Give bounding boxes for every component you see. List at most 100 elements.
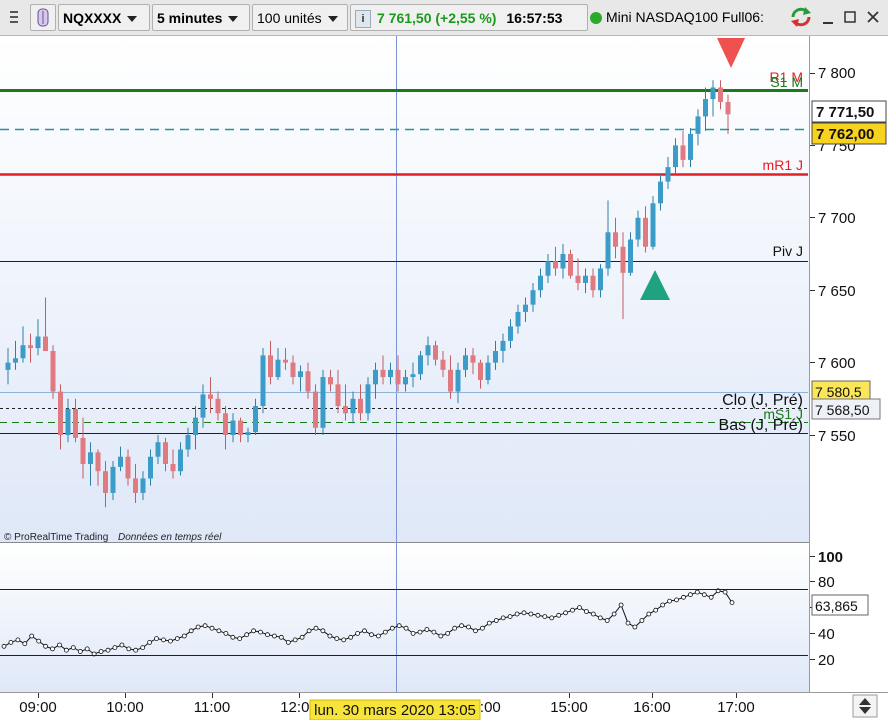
candle-body	[283, 359, 288, 363]
candle-body	[515, 311, 521, 327]
current-price-box	[811, 122, 887, 145]
candle-body	[613, 232, 618, 247]
candle-body	[628, 239, 633, 273]
indicator-point	[500, 615, 506, 621]
indicator-point	[452, 625, 458, 631]
candle-body	[703, 99, 708, 117]
indicator-point	[653, 607, 659, 613]
indicator-point	[181, 633, 187, 639]
candle-body	[658, 181, 663, 204]
candle-body	[425, 345, 431, 356]
indicator-point	[313, 625, 319, 631]
indicator-point	[320, 628, 326, 634]
indicator-point	[154, 636, 159, 641]
expand-icon[interactable]	[852, 694, 878, 718]
price-axis-panel[interactable]	[810, 36, 888, 693]
last-price-label: 7 771,50	[816, 104, 874, 121]
info-icon[interactable]: i	[355, 10, 371, 29]
status-dot-icon	[590, 12, 602, 25]
indicator-point	[285, 640, 291, 645]
units-dropdown[interactable]: 100 unités	[252, 4, 348, 31]
candle-body	[13, 358, 18, 363]
refresh-button[interactable]	[788, 4, 816, 31]
time-tick-label: 11:00	[194, 699, 230, 716]
indicator-point	[708, 594, 714, 600]
indicator-point	[424, 627, 430, 632]
indicator-point	[604, 618, 610, 623]
candle-body	[665, 167, 671, 182]
refresh-icon	[791, 7, 811, 27]
candle-body	[463, 355, 468, 370]
close-icon	[867, 11, 879, 23]
indicator-point	[382, 629, 388, 635]
chart-area[interactable]: R1 M S1 M mR1 J Piv J Clo (J, Pré) mS1 J…	[0, 36, 888, 720]
close-button[interactable]	[862, 4, 884, 31]
indicator-point	[292, 637, 298, 643]
minimize-button[interactable]	[818, 4, 838, 31]
indicator-point	[77, 649, 83, 654]
indicator-point	[334, 636, 340, 641]
candle-body	[28, 345, 33, 349]
candle-body	[328, 377, 333, 385]
candle-body	[575, 275, 581, 283]
candle-body	[410, 374, 416, 378]
indicator-point	[22, 641, 28, 647]
candle-body	[500, 340, 506, 352]
indicator-point	[549, 615, 555, 621]
indicator-point	[341, 637, 347, 643]
indicator-point	[84, 646, 90, 652]
candle-body	[230, 420, 236, 435]
timeframe-dropdown[interactable]: 5 minutes	[152, 4, 250, 31]
indicator-point	[507, 614, 513, 619]
maximize-button[interactable]	[840, 4, 860, 31]
indicator-point	[632, 624, 638, 630]
candle-body	[298, 371, 303, 378]
grip-icon[interactable]	[4, 4, 24, 31]
candle-body	[680, 145, 686, 160]
symbol-dropdown[interactable]: NQXXXX	[58, 4, 150, 31]
indicator-point	[70, 645, 76, 650]
candle-body	[560, 254, 566, 269]
candle-body	[440, 359, 446, 370]
last-price-box	[811, 100, 887, 123]
candle-body	[290, 362, 296, 378]
price-panel[interactable]	[0, 36, 810, 542]
indicator-point	[563, 610, 568, 616]
indicator-point	[50, 646, 55, 652]
candle-body	[365, 384, 371, 414]
indicator-point	[216, 628, 222, 634]
candle-body	[245, 432, 251, 435]
ms1j-price-box	[811, 398, 881, 420]
candle-body	[155, 442, 161, 457]
candle-body	[620, 246, 626, 273]
indicator-tick-label: 20	[818, 652, 835, 669]
candle-body	[5, 362, 11, 370]
candle-body	[433, 345, 438, 360]
quick-access-button[interactable]	[30, 4, 56, 31]
time-tick-label: 10:00	[106, 699, 144, 716]
candlestick-series	[5, 80, 731, 508]
indicator-point	[369, 632, 374, 638]
quote-box[interactable]: i 7 761,50 (+2,55 %) 16:57:53	[350, 4, 588, 31]
indicator-point	[133, 647, 139, 653]
indicator-value-box	[811, 594, 869, 616]
indicator-point	[244, 632, 250, 638]
indicator-point	[590, 611, 596, 617]
indicator-point	[355, 631, 361, 636]
candle-body	[455, 369, 461, 392]
indicator-point	[64, 647, 69, 653]
candle-body	[350, 398, 356, 414]
indicator-point	[688, 592, 693, 598]
indicator-series	[1, 588, 735, 657]
candle-body	[470, 355, 476, 363]
maximize-icon	[844, 11, 856, 23]
candle-body	[140, 478, 146, 493]
level-label-r1m: R1 M	[770, 69, 803, 85]
candle-body	[598, 268, 603, 291]
level-label-clo: Clo (J, Pré)	[722, 392, 803, 409]
realtime-label: Données en temps réel	[118, 532, 222, 543]
candle-body	[695, 116, 701, 134]
indicator-panel[interactable]	[0, 543, 810, 693]
indicator-point	[618, 602, 624, 608]
indicator-point	[729, 600, 735, 605]
